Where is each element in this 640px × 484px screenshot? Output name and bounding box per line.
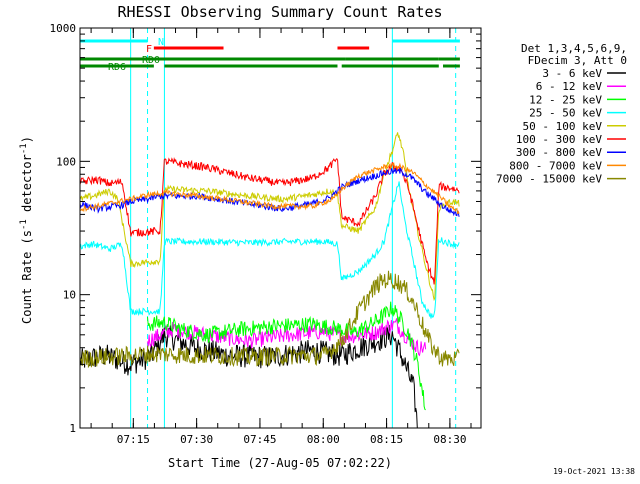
x-tick-label-3: 08:00 — [307, 433, 340, 446]
state-label-rd6: RD6 — [108, 62, 126, 73]
series-line-800-7000-kev — [80, 162, 460, 214]
x-tick-label-5: 08:30 — [433, 433, 466, 446]
legend-label-1: 6 - 12 keV — [536, 80, 603, 93]
legend-label-3: 25 - 50 keV — [529, 107, 602, 120]
x-tick-label-1: 07:30 — [180, 433, 213, 446]
series-line-300-800-kev — [80, 166, 460, 217]
y-axis-label-start: Count Rate (s — [20, 230, 34, 324]
plot-frame — [79, 27, 482, 429]
detector-info-line-1: Det 1,3,4,5,6,9, — [521, 42, 627, 55]
x-tick-label-0: 07:15 — [117, 433, 150, 446]
generation-timestamp: 19-Oct-2021 13:38 — [553, 467, 635, 476]
y-axis-label: Count Rate (s-1 detector-1) — [19, 136, 34, 324]
y-tick-label-0: 1 — [69, 422, 76, 435]
legend-label-4: 50 - 100 keV — [523, 120, 603, 133]
plot-area — [80, 28, 460, 428]
y-tick-label-3: 1000 — [50, 22, 77, 35]
legend-label-8: 7000 - 15000 keV — [496, 173, 602, 186]
y-axis-label-exp1: -1 — [19, 219, 29, 230]
legend: Det 1,3,4,5,6,9, FDecim 3, Att 0 3 - 6 k… — [496, 42, 627, 186]
legend-label-5: 100 - 300 keV — [516, 133, 602, 146]
x-axis-label: Start Time (27-Aug-05 07:02:22) — [168, 456, 392, 470]
series-line-50-100-kev — [80, 132, 460, 302]
legend-label-0: 3 - 6 keV — [542, 67, 602, 80]
x-tick-label-4: 08:15 — [370, 433, 403, 446]
y-axis-label-mid: detector — [20, 154, 34, 219]
series-line-12-25-kev — [147, 301, 426, 411]
x-tick-label-2: 07:45 — [243, 433, 276, 446]
legend-label-2: 12 - 25 keV — [529, 93, 602, 106]
series-line-25-50-kev — [80, 181, 460, 319]
state-label-n: N — [158, 37, 164, 48]
legend-label-7: 800 - 7000 keV — [509, 159, 602, 172]
state-label-rd0: RD0 — [142, 55, 160, 66]
y-axis-label-exp2: -1 — [19, 143, 29, 154]
state-label-f: F — [146, 44, 152, 55]
series-line-7000-15000-kev — [80, 270, 460, 369]
y-tick-label-2: 100 — [56, 155, 76, 168]
y-tick-label-1: 10 — [63, 289, 76, 302]
series-line-6-12-kev — [147, 318, 427, 357]
detector-info-line-2: FDecim 3, Att 0 — [528, 54, 627, 67]
legend-label-6: 300 - 800 keV — [516, 146, 602, 159]
y-axis-label-end: ) — [20, 136, 34, 143]
chart-title: RHESSI Observing Summary Count Rates — [117, 3, 442, 21]
